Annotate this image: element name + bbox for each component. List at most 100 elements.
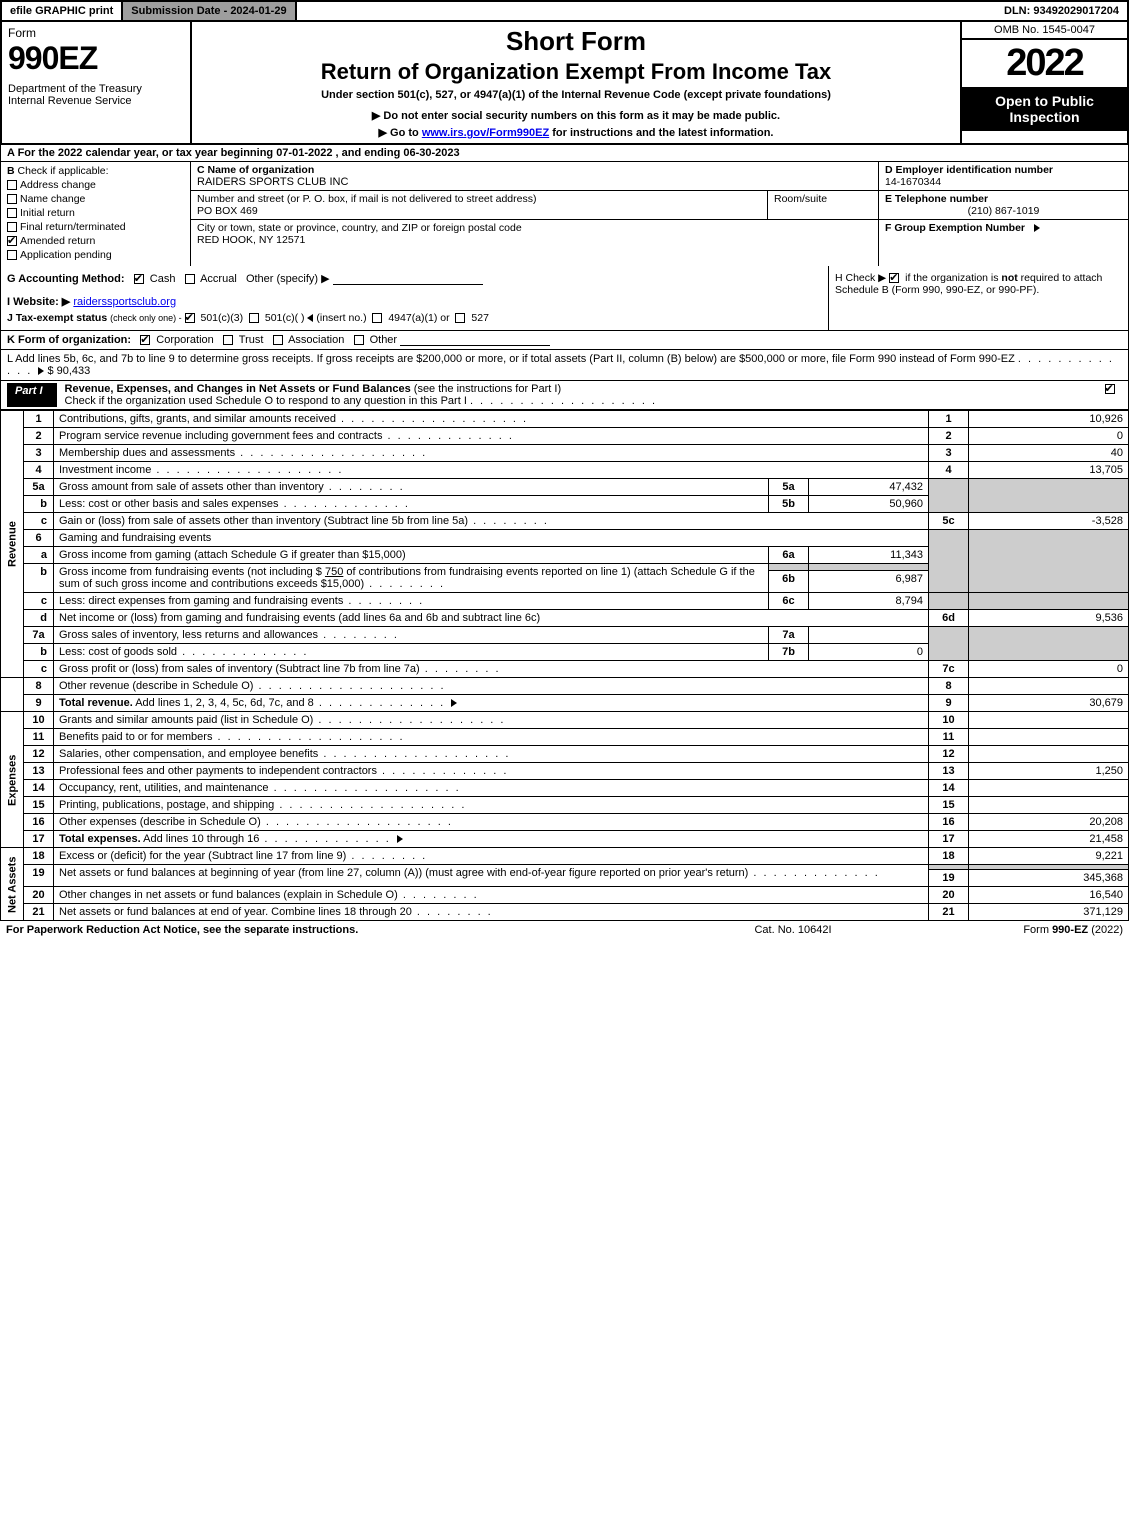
checkbox-checked-icon[interactable] <box>140 335 150 345</box>
table-row: d Net income or (loss) from gaming and f… <box>1 610 1129 627</box>
tel-value: (210) 867-1019 <box>885 205 1122 217</box>
arrow-icon <box>38 367 44 375</box>
checkbox-icon[interactable] <box>273 335 283 345</box>
section-bcd: B Check if applicable: Address change Na… <box>0 162 1129 266</box>
dln: DLN: 93492029017204 <box>996 2 1127 20</box>
chk-address-change[interactable]: Address change <box>7 179 184 191</box>
footer-cat: Cat. No. 10642I <box>663 924 923 936</box>
arrow-icon <box>397 835 403 843</box>
j-4947: 4947(a)(1) or <box>388 312 449 324</box>
goto-pre: ▶ Go to <box>379 127 422 139</box>
irs-link[interactable]: www.irs.gov/Form990EZ <box>422 127 549 139</box>
table-row: 13 Professional fees and other payments … <box>1 763 1129 780</box>
b-check-if: Check if applicable: <box>18 165 109 177</box>
department-label: Department of the Treasury Internal Reve… <box>8 83 184 107</box>
line-desc: Contributions, gifts, grants, and simila… <box>54 411 929 428</box>
table-row: 7a Gross sales of inventory, less return… <box>1 627 1129 644</box>
city-value: RED HOOK, NY 12571 <box>197 234 872 246</box>
ein-label: D Employer identification number <box>885 164 1053 176</box>
grey-box <box>929 479 969 513</box>
j-label: J Tax-exempt status <box>7 312 107 324</box>
k-assoc: Association <box>288 334 344 346</box>
checkbox-icon <box>7 180 17 190</box>
grey-cell <box>969 627 1129 661</box>
k-corp: Corporation <box>156 334 213 346</box>
grey-cell <box>969 593 1129 610</box>
table-row: 3 Membership dues and assessments 3 40 <box>1 445 1129 462</box>
checkbox-checked-icon[interactable] <box>889 273 899 283</box>
tel-label: E Telephone number <box>885 193 988 205</box>
grey-box <box>769 564 809 571</box>
col-c-org-info: C Name of organization RAIDERS SPORTS CL… <box>191 162 878 266</box>
row-k: K Form of organization: Corporation Trus… <box>0 331 1129 350</box>
table-row: 12 Salaries, other compensation, and emp… <box>1 746 1129 763</box>
revenue-side-label: Revenue <box>1 411 24 678</box>
chk-final-return[interactable]: Final return/terminated <box>7 221 184 233</box>
h-text2: if the organization is <box>905 272 1001 284</box>
h-schedule-b: H Check ▶ if the organization is not req… <box>828 266 1128 330</box>
subtitle-ssn: ▶ Do not enter social security numbers o… <box>200 109 952 122</box>
website-link[interactable]: raiderssportsclub.org <box>73 296 176 308</box>
j-501c3: 501(c)(3) <box>200 312 243 324</box>
j-note: (check only one) - <box>110 313 182 323</box>
checkbox-icon <box>7 250 17 260</box>
line-amount: 10,926 <box>969 411 1129 428</box>
checkbox-checked-icon[interactable] <box>134 274 144 284</box>
grey-box <box>929 593 969 610</box>
line-box: 1 <box>929 411 969 428</box>
chk-amended-return[interactable]: Amended return <box>7 235 184 247</box>
footer-left: For Paperwork Reduction Act Notice, see … <box>6 924 663 936</box>
checkbox-icon <box>7 194 17 204</box>
header-left: Form 990EZ Department of the Treasury In… <box>2 22 192 143</box>
part-i-checkbox[interactable] <box>1100 383 1122 407</box>
checkbox-icon[interactable] <box>455 313 465 323</box>
top-bar: efile GRAPHIC print Submission Date - 20… <box>0 0 1129 22</box>
k-other-blank[interactable] <box>400 345 550 346</box>
title-short-form: Short Form <box>200 26 952 57</box>
row-gh: G Accounting Method: Cash Accrual Other … <box>0 266 1129 331</box>
j-501c: 501(c)( ) <box>265 312 305 324</box>
subtitle-section: Under section 501(c), 527, or 4947(a)(1)… <box>200 89 952 101</box>
checkbox-checked-icon <box>1105 384 1115 394</box>
org-city-block: City or town, state or province, country… <box>191 220 878 248</box>
j-527: 527 <box>471 312 489 324</box>
table-row: c Gain or (loss) from sale of assets oth… <box>1 513 1129 530</box>
col-b-checkboxes: B Check if applicable: Address change Na… <box>1 162 191 266</box>
checkbox-icon[interactable] <box>372 313 382 323</box>
chk-initial-return[interactable]: Initial return <box>7 207 184 219</box>
checkbox-icon[interactable] <box>249 313 259 323</box>
efile-label[interactable]: efile GRAPHIC print <box>2 2 123 20</box>
row-l: L Add lines 5b, 6c, and 7b to line 9 to … <box>0 350 1129 381</box>
submission-date: Submission Date - 2024-01-29 <box>123 2 296 20</box>
g-other: Other (specify) ▶ <box>246 273 330 285</box>
addr-value: PO BOX 469 <box>197 205 761 217</box>
arrow-icon <box>1034 224 1040 232</box>
form-number: 990EZ <box>8 40 184 77</box>
header-right: OMB No. 1545-0047 2022 Open to Public In… <box>962 22 1127 143</box>
room-suite-label: Room/suite <box>768 191 878 219</box>
chk-application-pending[interactable]: Application pending <box>7 249 184 261</box>
table-row: 11 Benefits paid to or for members 11 <box>1 729 1129 746</box>
part-i-title-row: Revenue, Expenses, and Changes in Net As… <box>57 383 1100 407</box>
checkbox-icon[interactable] <box>354 335 364 345</box>
part-i-table: Revenue 1 Contributions, gifts, grants, … <box>0 410 1129 921</box>
omb-number: OMB No. 1545-0047 <box>962 22 1127 40</box>
grey-cell <box>969 479 1129 513</box>
goto-post: for instructions and the latest informat… <box>549 127 773 139</box>
checkbox-icon[interactable] <box>185 274 195 284</box>
g-accounting: G Accounting Method: Cash Accrual Other … <box>1 266 828 330</box>
title-return: Return of Organization Exempt From Incom… <box>200 59 952 85</box>
checkbox-checked-icon[interactable] <box>185 313 195 323</box>
blank-side <box>1 678 24 712</box>
checkbox-icon[interactable] <box>223 335 233 345</box>
arrow-left-icon <box>307 314 313 322</box>
h-not: not <box>1001 272 1017 284</box>
g-label: G Accounting Method: <box>7 273 125 285</box>
g-other-blank[interactable] <box>333 284 483 285</box>
chk-name-change[interactable]: Name change <box>7 193 184 205</box>
k-other: Other <box>370 334 398 346</box>
grey-cell <box>809 564 929 571</box>
form-header: Form 990EZ Department of the Treasury In… <box>0 22 1129 145</box>
table-row: Net Assets 18 Excess or (deficit) for th… <box>1 848 1129 865</box>
grey-box <box>929 530 969 593</box>
